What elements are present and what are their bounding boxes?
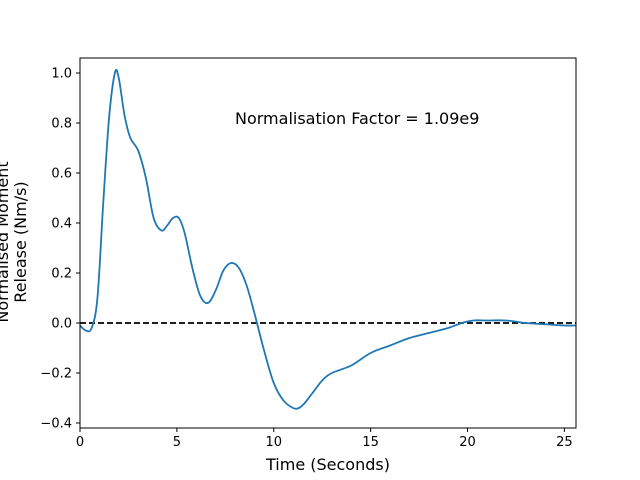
axes-frame [79,57,577,429]
normalisation-annotation: Normalisation Factor = 1.09e9 [235,109,479,128]
y-tick-label: 0.0 [51,317,72,332]
x-tick-label: 25 [556,435,573,450]
axis-ticks: 0 5 10 15 20 25 −0.4 −0.2 0.0 0.2 0.4 0.6 0.8 1.0 [40,67,572,451]
series-line-0 [80,68,576,410]
y-axis-label-line-1: Normalised Moment [0,161,12,322]
y-tick-label: 1.0 [51,67,72,82]
y-tick-label: 0.6 [51,167,72,182]
y-tick-label: −0.2 [40,367,72,382]
x-axis-label: Time (Seconds) [265,455,390,474]
plot-area [79,57,577,429]
x-tick-label: 5 [173,435,181,450]
y-axis-label-line-2: Release (Nm/s) [11,181,30,302]
x-tick-label: 10 [265,435,282,450]
x-tick-label: 15 [362,435,379,450]
x-tick-label: 0 [76,435,84,450]
y-tick-label: −0.4 [40,417,72,432]
y-tick-label: 0.2 [51,267,72,282]
y-tick-label: 0.8 [51,117,72,132]
x-tick-label: 20 [459,435,476,450]
y-tick-label: 0.4 [51,217,72,232]
